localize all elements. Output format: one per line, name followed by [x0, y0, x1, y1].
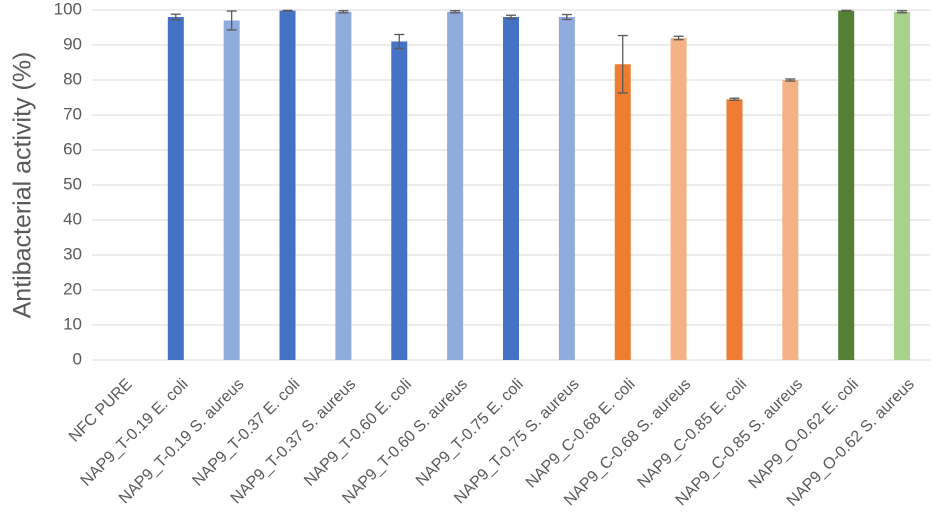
bar [614, 64, 631, 360]
bar [503, 17, 519, 360]
error-bar [897, 10, 908, 14]
y-tick-label: 40 [63, 209, 82, 228]
error-bar [673, 35, 684, 41]
bar [894, 11, 911, 360]
error-bar [841, 9, 852, 12]
y-tick-label: 90 [63, 34, 82, 53]
x-tick-label: NAP9_O-0.62 E. coli [746, 376, 862, 492]
bar [726, 99, 743, 360]
x-tick-label: NAP9_T-0.60 E. coli [301, 376, 415, 490]
y-tick-label: 50 [63, 174, 82, 193]
error-bar [617, 34, 628, 94]
bar [391, 41, 408, 360]
error-bar [394, 33, 405, 50]
x-tick-label: NAP9_T-0.37 E. coli [189, 376, 303, 490]
y-tick-label: 100 [54, 0, 82, 18]
y-axis-label: Antibacterial activity (%) [9, 52, 37, 319]
bar [279, 10, 296, 360]
bar [782, 80, 799, 360]
error-bar [170, 13, 181, 21]
bar [223, 20, 240, 360]
error-bar [338, 10, 349, 14]
error-bar [450, 10, 461, 14]
bar [447, 11, 464, 360]
x-tick-label: NAP9_C-0.68 E. coli [523, 376, 639, 492]
x-tick-label: NAP9_T-0.19 E. coli [78, 376, 192, 490]
x-tick-label: NAP9_T-0.75 E. coli [413, 376, 527, 490]
error-bar [506, 14, 516, 20]
y-tick-label: 70 [63, 104, 82, 123]
error-bar [282, 9, 293, 12]
error-bar [785, 78, 796, 82]
bar [838, 10, 855, 360]
error-bar [729, 97, 740, 101]
y-tick-label: 80 [63, 69, 82, 88]
error-bar [561, 13, 572, 21]
y-tick-label: 20 [63, 279, 82, 298]
error-bar [226, 10, 237, 31]
bar [167, 17, 184, 360]
y-tick-label: 30 [63, 244, 82, 263]
bar [558, 17, 575, 360]
x-tick-label: NAP9_C-0.85 E. coli [635, 376, 751, 492]
bar [670, 38, 687, 360]
y-tick-label: 0 [73, 349, 82, 368]
y-tick-label: 60 [63, 139, 82, 158]
y-tick-label: 10 [63, 314, 82, 333]
bar [335, 11, 352, 360]
